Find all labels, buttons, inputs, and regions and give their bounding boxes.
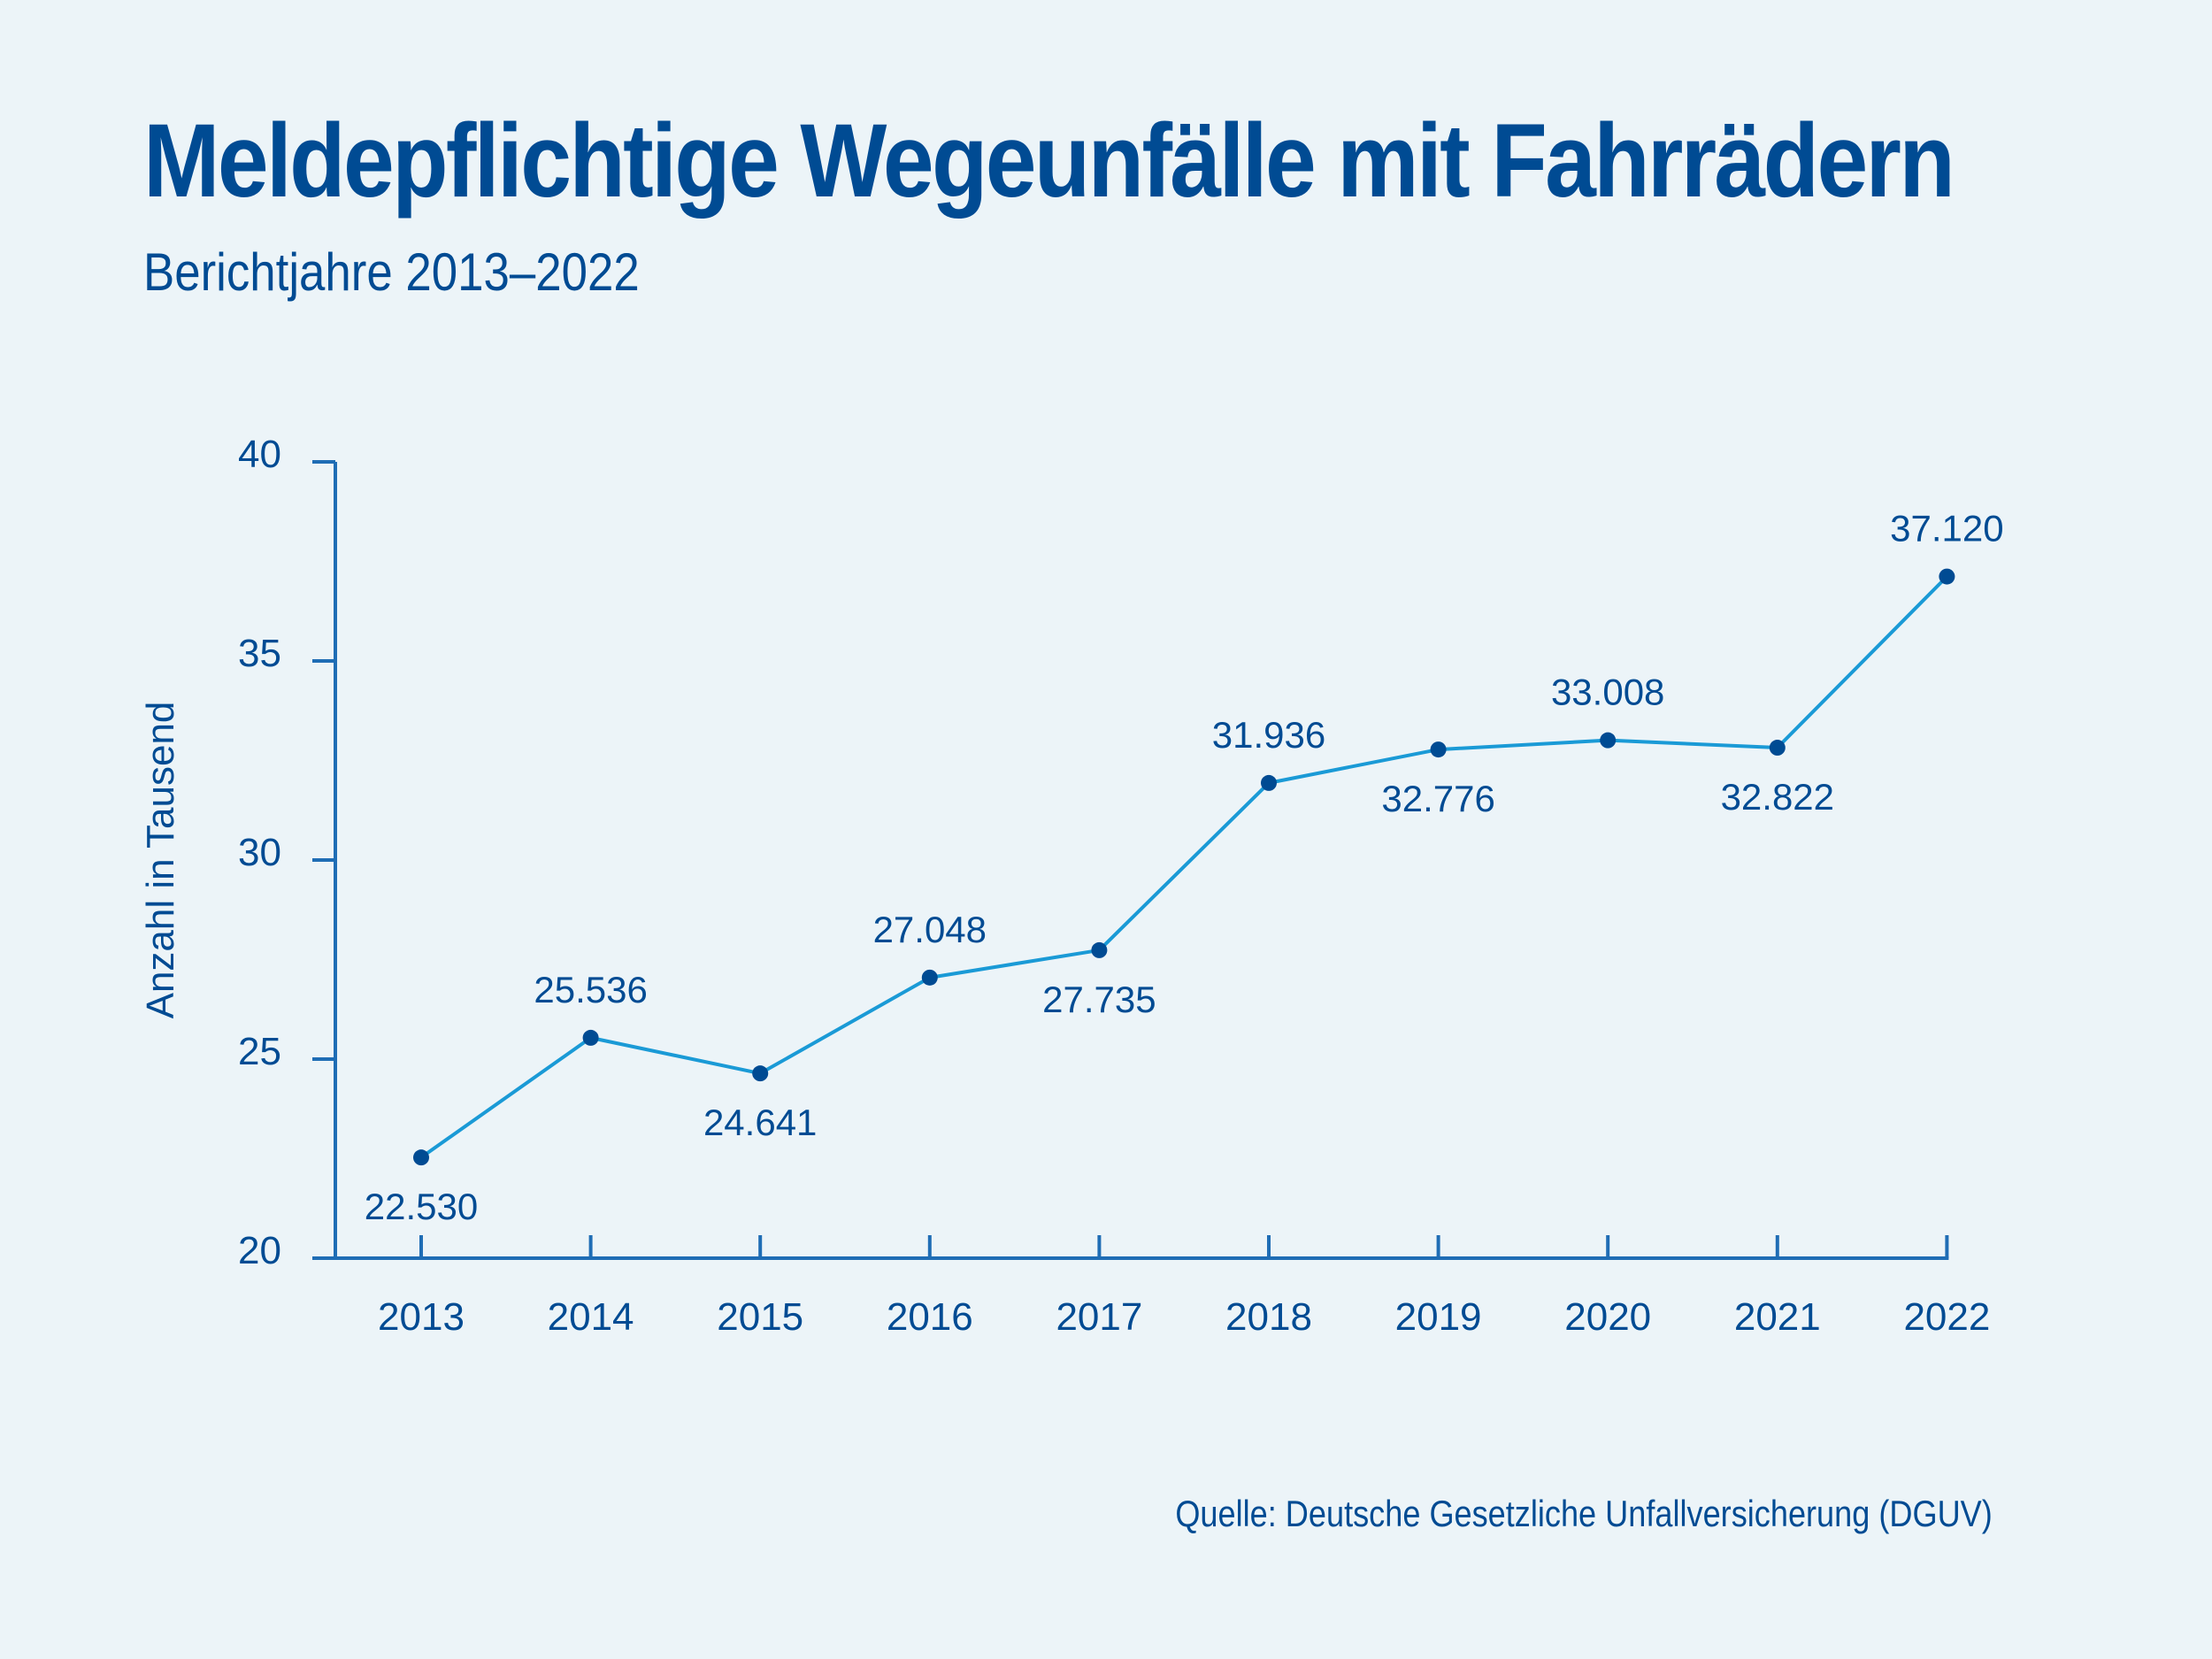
y-axis: 20 25 30 35 40 — [238, 433, 337, 1272]
data-label: 31.936 — [1212, 714, 1325, 756]
data-point — [582, 1029, 599, 1046]
x-tick-label: 2019 — [1395, 1295, 1482, 1339]
x-tick-label: 2020 — [1564, 1295, 1651, 1339]
y-tick-label: 20 — [238, 1229, 281, 1272]
data-point — [1430, 741, 1447, 758]
data-label: 27.735 — [1042, 979, 1156, 1020]
data-point — [1600, 732, 1617, 749]
chart-subtitle: Berichtjahre 2013–2022 — [143, 242, 640, 302]
data-label: 33.008 — [1551, 672, 1664, 713]
x-tick-label: 2018 — [1225, 1295, 1312, 1339]
data-point — [1939, 568, 1955, 585]
x-tick-label: 2016 — [887, 1295, 973, 1339]
x-tick-label: 2021 — [1734, 1295, 1821, 1339]
data-label: 27.048 — [873, 909, 987, 950]
data-label: 32.776 — [1381, 778, 1494, 819]
x-tick-label: 2013 — [378, 1295, 465, 1339]
data-point — [752, 1065, 769, 1082]
data-point — [1769, 740, 1786, 757]
y-tick-label: 40 — [238, 433, 281, 476]
x-tick-label: 2015 — [717, 1295, 803, 1339]
y-tick-label: 30 — [238, 831, 281, 874]
data-label: 37.120 — [1890, 508, 2003, 549]
data-labels: 22.530 25.536 24.641 27.048 27.735 31.936 32.7… — [365, 508, 2004, 1228]
x-tick-label: 2014 — [548, 1295, 634, 1339]
data-label: 22.530 — [365, 1186, 478, 1227]
series-line — [419, 575, 1948, 1159]
chart-title: Meldepflichtige Wegeunfälle mit Fahrräde… — [143, 103, 1955, 219]
data-label: 25.536 — [534, 969, 647, 1010]
series — [413, 568, 1955, 1166]
source-note: Quelle: Deutsche Gesetzliche Unfallversi… — [1175, 1493, 1993, 1534]
data-point — [413, 1149, 429, 1166]
x-tick-label: 2022 — [1903, 1295, 1990, 1339]
data-label: 24.641 — [703, 1102, 817, 1143]
y-tick-label: 35 — [238, 632, 281, 675]
data-label: 32.822 — [1721, 776, 1834, 818]
y-axis-title: Anzahl in Tausend — [139, 702, 182, 1019]
data-point — [1261, 774, 1277, 791]
data-point — [921, 969, 938, 986]
x-axis: 2013 2014 2015 2016 2017 2018 2019 2020 2021 2022 — [312, 1235, 1990, 1339]
data-point — [1091, 941, 1108, 958]
x-tick-label: 2017 — [1056, 1295, 1142, 1339]
y-tick-label: 25 — [238, 1030, 281, 1073]
